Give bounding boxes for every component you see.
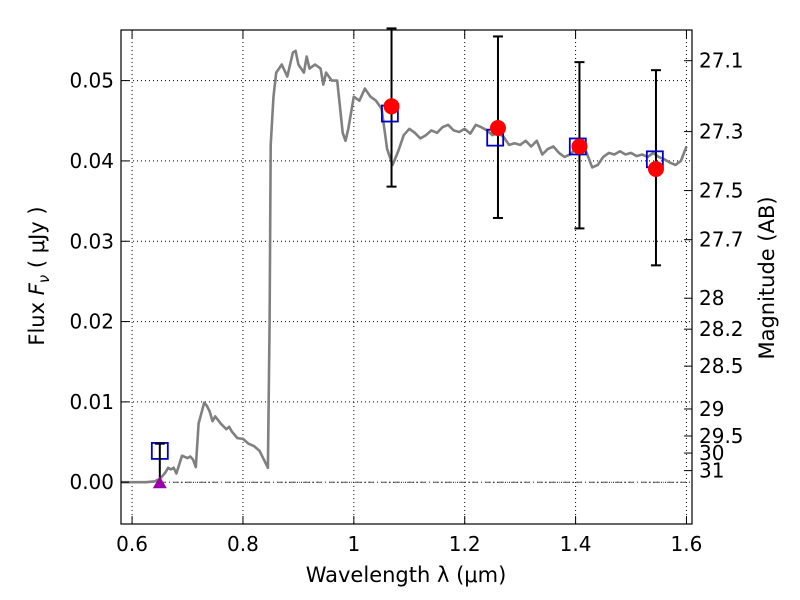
- plot-frame: [120, 29, 693, 525]
- mag-tick-label-5: 28.2: [699, 317, 744, 341]
- mag-tick-label-4: 28: [699, 286, 724, 310]
- y-axis-ticks: 0.00 0.01 0.02 0.03 0.04 0.05: [69, 69, 129, 494]
- x-axis-label: Wavelength λ (μm): [306, 563, 507, 587]
- x-axis-ticks: 0.6 0.8 1 1.2 1.4 1.6: [116, 30, 702, 556]
- y-axis-label-suffix: ( μJy ): [25, 206, 49, 274]
- observed-point-1: [489, 119, 506, 136]
- mag-tick-label-1: 27.3: [699, 120, 744, 144]
- mag-tick-label-9: 30: [699, 441, 724, 465]
- mag-tick-label-7: 29: [699, 397, 724, 421]
- y-tick-label-3: 0.03: [69, 229, 114, 253]
- mag-tick-label-0: 27.1: [699, 49, 744, 73]
- y-axis-label-subscript: ν: [35, 275, 53, 283]
- upper-limit: [152, 442, 167, 489]
- x-tick-label-1: 0.8: [227, 532, 259, 556]
- y-tick-label-1: 0.01: [69, 390, 114, 414]
- mag-tick-label-6: 28.5: [699, 354, 744, 378]
- y-tick-label-2: 0.02: [69, 310, 114, 334]
- mag-tick-label-3: 27.7: [699, 228, 744, 252]
- y-axis-label: Flux Fν ( μJy ): [25, 206, 53, 345]
- observed-point-3: [647, 160, 664, 177]
- observed-photometry: [383, 98, 664, 177]
- x-tick-label-4: 1.4: [560, 532, 592, 556]
- mag-tick-label-8: 29.5: [699, 424, 744, 448]
- y-axis-label-prefix: Flux: [25, 295, 49, 345]
- magnitude-axis-label: Magnitude (AB): [755, 196, 779, 359]
- mag-tick-label-2: 27.5: [699, 179, 744, 203]
- x-tick-label-2: 1: [347, 532, 360, 556]
- y-tick-label-4: 0.04: [69, 149, 114, 173]
- y-axis-label-variable: F: [25, 282, 49, 295]
- x-tick-label-3: 1.2: [449, 532, 481, 556]
- observed-point-2: [571, 138, 588, 155]
- y-tick-label-5: 0.05: [69, 69, 114, 93]
- mag-tick-label-10: 31: [699, 459, 724, 483]
- x-tick-label-5: 1.6: [671, 532, 703, 556]
- y-tick-label-0: 0.00: [69, 470, 114, 494]
- x-tick-label-0: 0.6: [116, 532, 148, 556]
- plot-border: [120, 29, 693, 525]
- observed-point-0: [383, 98, 400, 115]
- upper-limit-marker-0: [152, 476, 167, 489]
